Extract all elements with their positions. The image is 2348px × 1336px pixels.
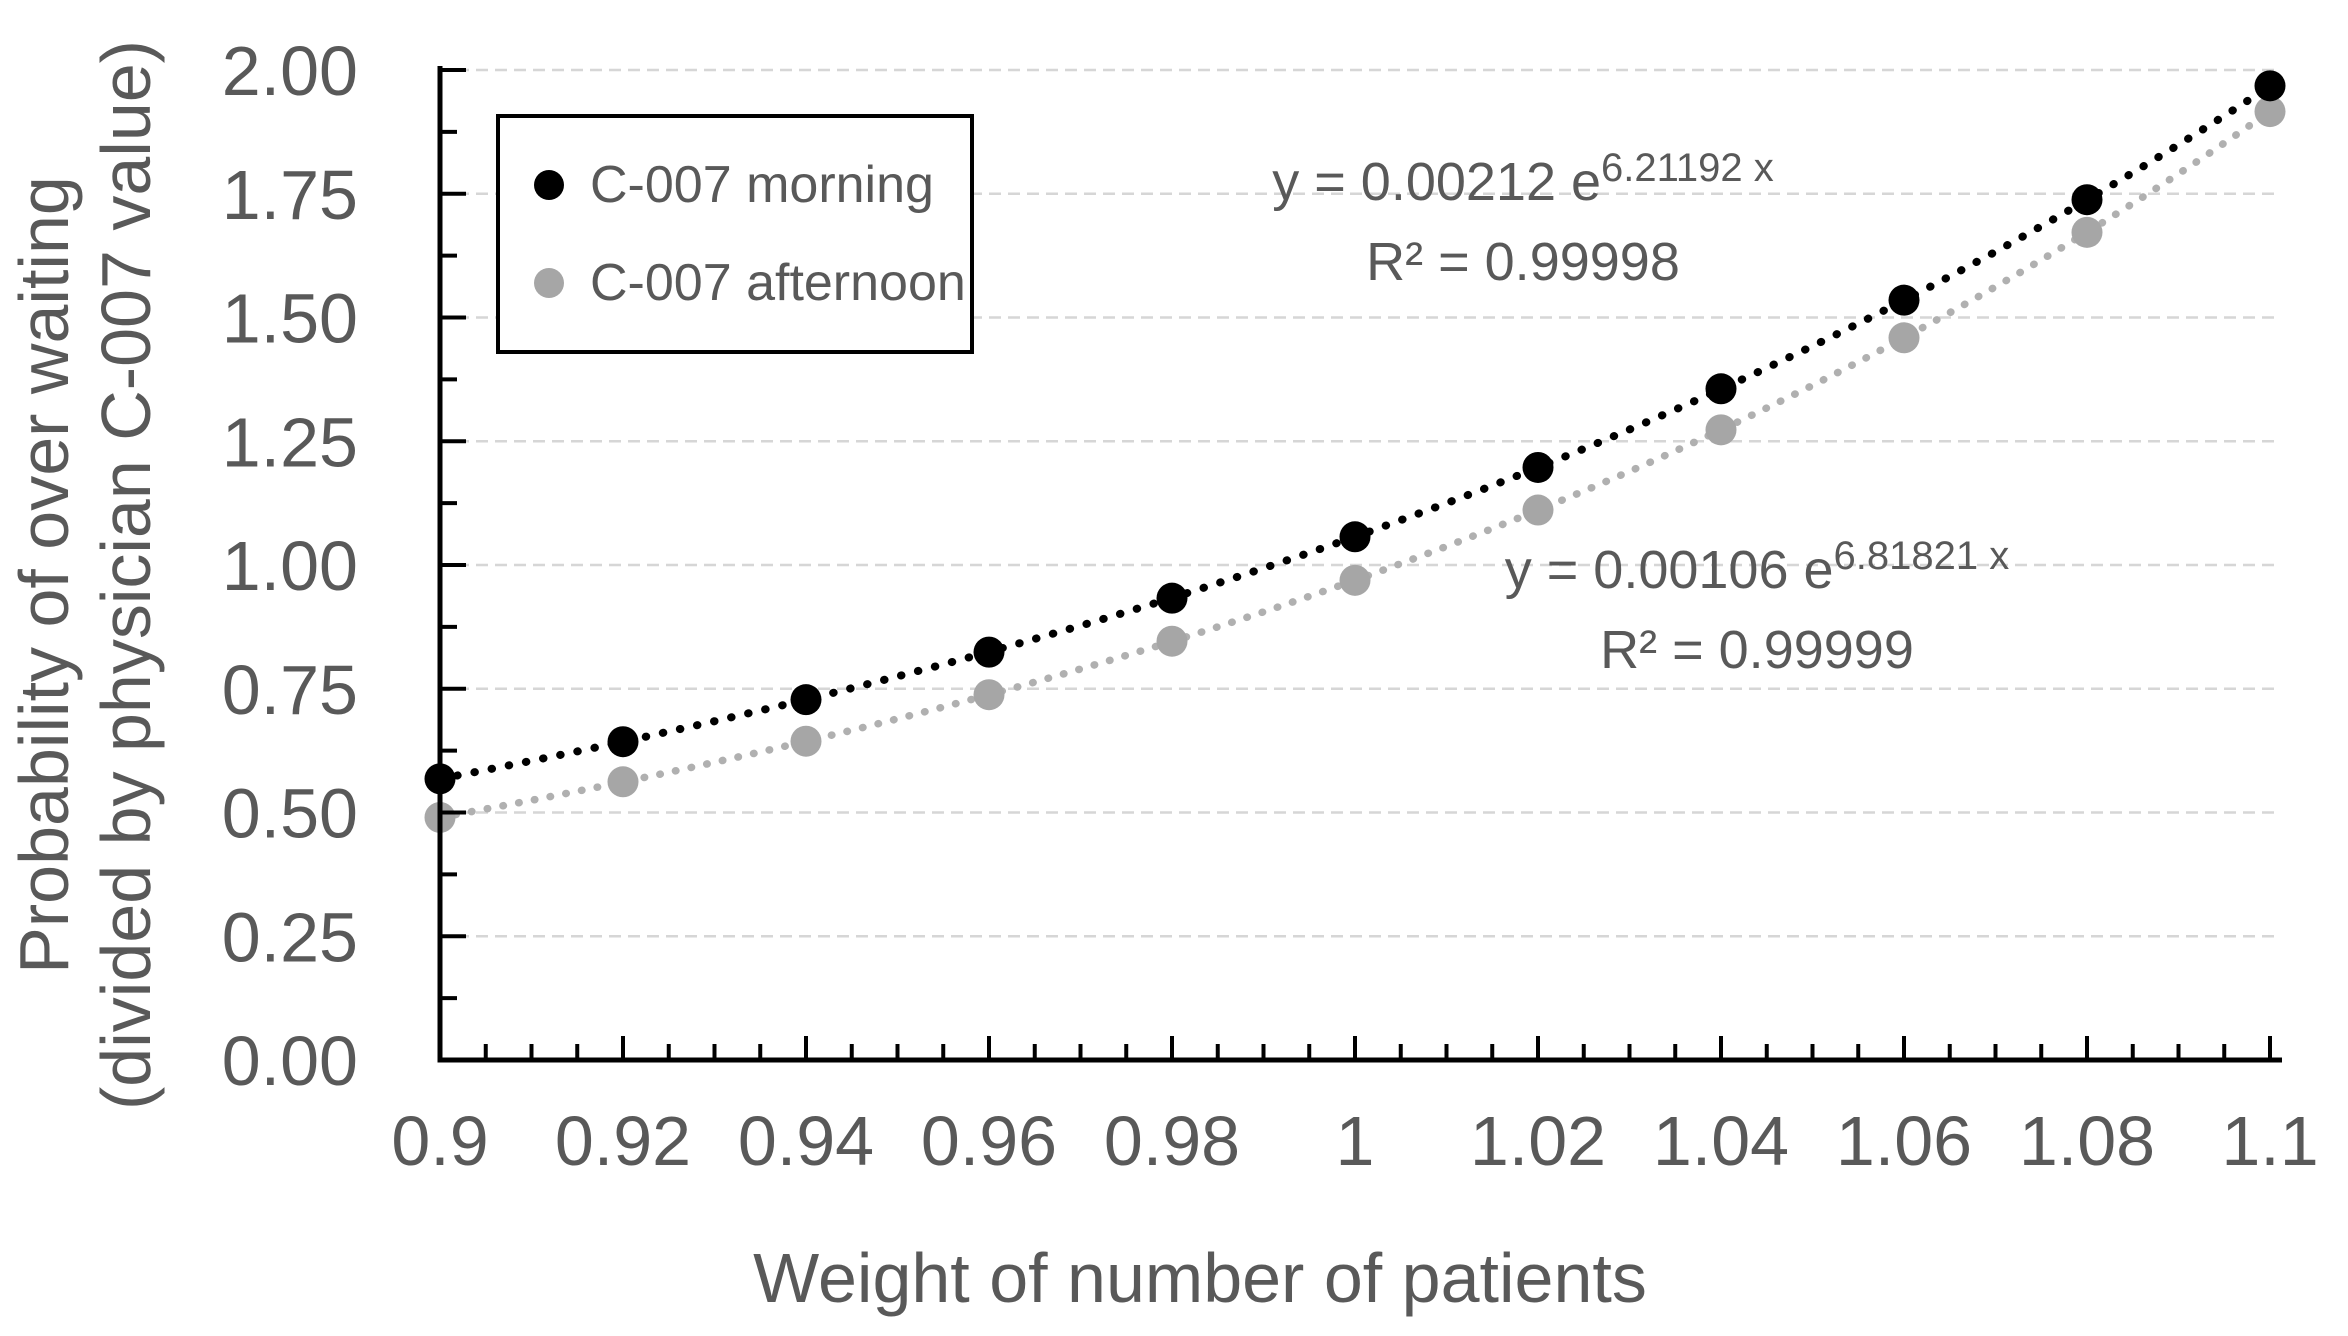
data-point-c-007-morning — [790, 684, 822, 716]
y-tick-label: 2.00 — [222, 32, 358, 110]
y-tick-label: 0.75 — [222, 651, 358, 729]
x-tick-label: 1.1 — [2221, 1102, 2318, 1180]
trendline-equation-morning: y = 0.00212 e6.21192 x R² = 0.99998 — [1272, 142, 1774, 302]
data-point-c-007-afternoon — [607, 766, 639, 798]
x-tick-label: 0.9 — [391, 1102, 488, 1180]
data-point-c-007-afternoon — [2254, 96, 2286, 128]
x-tick-label: 0.98 — [1104, 1102, 1240, 1180]
y-tick-label: 0.25 — [222, 898, 358, 976]
y-tick-label: 1.25 — [222, 403, 358, 481]
y-tick-label: 0.50 — [222, 775, 358, 853]
data-point-c-007-morning — [973, 636, 1005, 668]
morning-marker-icon — [534, 170, 564, 201]
data-point-c-007-morning — [607, 726, 639, 758]
y-tick-label: 0.00 — [222, 1022, 358, 1100]
x-axis-title: Weight of number of patients — [753, 1239, 1647, 1317]
x-tick-label: 1 — [1336, 1102, 1375, 1180]
legend-label-morning: C-007 morning — [590, 156, 934, 215]
data-point-c-007-morning — [1522, 451, 1554, 483]
equation-text: y = 0.00106 e6.81821 x — [1504, 534, 2010, 600]
data-point-c-007-afternoon — [1705, 414, 1737, 446]
x-tick-label: 0.92 — [555, 1102, 691, 1180]
data-point-c-007-morning — [1705, 373, 1737, 405]
y-tick-label: 1.00 — [222, 527, 358, 605]
x-tick-label: 0.94 — [738, 1102, 874, 1180]
y-axis-title-line1: Probability of over waiting — [5, 176, 83, 974]
data-point-c-007-morning — [1156, 582, 1188, 614]
r-squared-text: R² = 0.99999 — [1600, 620, 1914, 680]
afternoon-marker-icon — [534, 267, 564, 298]
y-axis-title-line2: (divided by physician C-007 value) — [87, 40, 165, 1110]
data-point-c-007-afternoon — [1156, 625, 1188, 657]
legend-item-afternoon: C-007 afternoon — [534, 253, 970, 313]
data-point-c-007-morning — [2071, 184, 2103, 216]
legend-label-afternoon: C-007 afternoon — [590, 253, 966, 312]
x-tick-label: 1.04 — [1653, 1102, 1789, 1180]
data-point-c-007-afternoon — [790, 725, 822, 757]
x-tick-label: 1.06 — [1836, 1102, 1972, 1180]
data-point-c-007-afternoon — [1522, 494, 1554, 526]
r-squared-text: R² = 0.99998 — [1366, 232, 1680, 292]
x-tick-label: 0.96 — [921, 1102, 1057, 1180]
trendline-equation-afternoon: y = 0.00106 e6.81821 x R² = 0.99999 — [1505, 530, 2009, 690]
legend-item-morning: C-007 morning — [534, 155, 970, 215]
data-point-c-007-afternoon — [1339, 564, 1371, 596]
data-point-c-007-morning — [2254, 70, 2286, 102]
data-point-c-007-afternoon — [1888, 322, 1920, 354]
data-point-c-007-afternoon — [2071, 216, 2103, 248]
y-tick-label: 1.50 — [222, 280, 358, 358]
x-tick-label: 1.02 — [1470, 1102, 1606, 1180]
equation-text: y = 0.00212 e6.21192 x — [1272, 146, 1774, 212]
data-point-c-007-morning — [1339, 521, 1371, 553]
y-tick-label: 1.75 — [222, 156, 358, 234]
x-tick-label: 1.08 — [2019, 1102, 2155, 1180]
data-point-c-007-morning — [1888, 284, 1920, 316]
data-point-c-007-afternoon — [973, 679, 1005, 711]
legend: C-007 morning C-007 afternoon — [496, 114, 974, 354]
